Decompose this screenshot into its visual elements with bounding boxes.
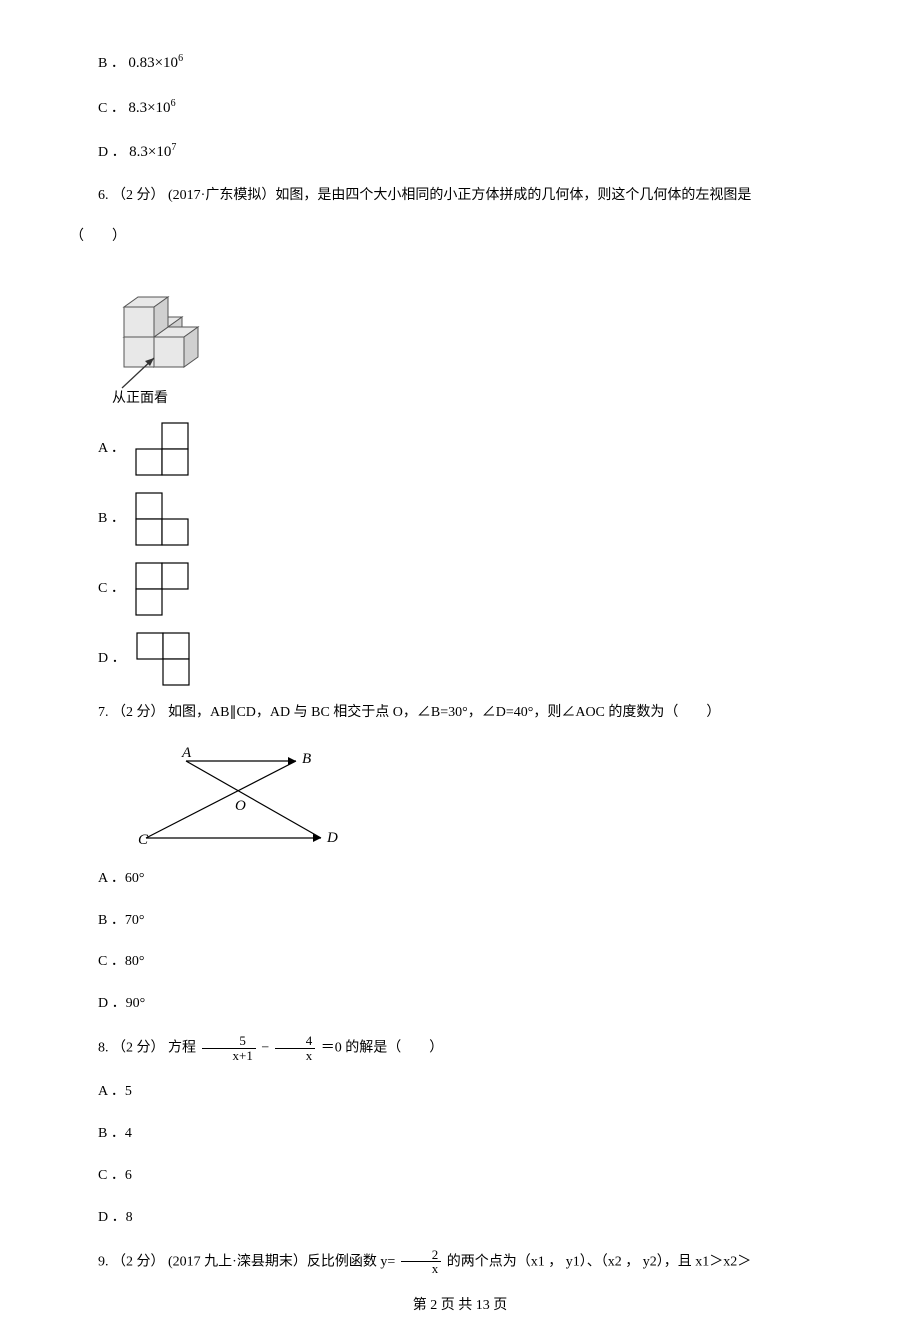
q7-svg: A B C D O	[136, 743, 346, 853]
q6-opt-d-svg	[135, 631, 195, 687]
q8-stem-a: 8. （2 分） 方程	[98, 1040, 196, 1055]
svg-text:A: A	[181, 745, 192, 761]
svg-text:C: C	[138, 832, 149, 848]
q6-option-d: D ．	[70, 631, 850, 687]
q8-frac1: 5 x+1	[202, 1034, 256, 1062]
page-footer: 第 2 页 共 13 页	[70, 1294, 850, 1314]
page-container: B ． 0.83×106 C ． 8.3×106 D ． 8.3×107 6. …	[0, 0, 920, 1344]
q8-frac2: 4 x	[275, 1034, 316, 1062]
q5-option-c: C ． 8.3×106	[70, 95, 850, 122]
q6-opt-a-svg	[134, 421, 194, 477]
q9-stem: 9. （2 分） (2017 九上·滦县期末）反比例函数 y= 2 x 的两个点…	[70, 1248, 850, 1276]
q6-option-a: A ．	[70, 421, 850, 477]
q6-option-b: B ．	[70, 491, 850, 547]
q7-option-d: D ．90°	[70, 992, 850, 1016]
q6-optc-label: C ．	[98, 581, 125, 596]
q6-option-c: C ．	[70, 561, 850, 617]
q6-cubes-svg: 从正面看	[104, 267, 224, 407]
svg-text:B: B	[302, 751, 311, 767]
q5-optc-prefix: C ．	[98, 101, 125, 116]
q8-stem-b: ＝0 的解是（ ）	[321, 1040, 444, 1055]
q6-stem-line2: （ ）	[70, 225, 850, 249]
q8-option-d: D ．8	[70, 1206, 850, 1230]
q8-option-c: C ．6	[70, 1164, 850, 1188]
q6-optb-label: B ．	[98, 511, 125, 526]
q5-optc-sci: 8.3×106	[128, 100, 175, 116]
q9-frac: 2 x	[401, 1248, 442, 1276]
q5-optd-sci: 8.3×107	[129, 144, 176, 160]
q6-opt-b-svg	[134, 491, 194, 547]
q5-option-d: D ． 8.3×107	[70, 139, 850, 166]
q7-option-c: C ．80°	[70, 950, 850, 974]
svg-text:D: D	[326, 830, 338, 846]
q6-stem-line1: 6. （2 分） (2017·广东模拟）如图，是由四个大小相同的小正方体拼成的几…	[70, 184, 850, 208]
q5-optb-prefix: B ．	[98, 56, 125, 71]
q8-option-a: A ．5	[70, 1080, 850, 1104]
q6-caption: 从正面看	[112, 390, 168, 406]
svg-text:O: O	[235, 798, 246, 814]
q5-option-b: B ． 0.83×106	[70, 50, 850, 77]
q9-stem-b: 的两个点为（x1 ， y1）、（x2 ， y2），且 x1＞x2＞	[447, 1254, 752, 1269]
q7-stem: 7. （2 分） 如图，AB∥CD，AD 与 BC 相交于点 O，∠B=30°，…	[70, 701, 850, 725]
q6-opt-c-svg	[134, 561, 194, 617]
q7-option-b: B ．70°	[70, 909, 850, 933]
q5-optd-prefix: D ．	[98, 145, 126, 160]
q6-opta-label: A ．	[98, 441, 125, 456]
q9-stem-a: 9. （2 分） (2017 九上·滦县期末）反比例函数 y=	[98, 1254, 399, 1269]
q7-figure: A B C D O	[130, 743, 850, 853]
q8-mid: −	[261, 1040, 272, 1055]
q6-optd-label: D ．	[98, 651, 126, 666]
q5-optb-sci: 0.83×106	[128, 55, 183, 71]
q8-option-b: B ．4	[70, 1122, 850, 1146]
q6-solid-figure: 从正面看	[70, 267, 850, 407]
q8-stem: 8. （2 分） 方程 5 x+1 − 4 x ＝0 的解是（ ）	[70, 1034, 850, 1062]
q7-option-a: A ．60°	[70, 867, 850, 891]
